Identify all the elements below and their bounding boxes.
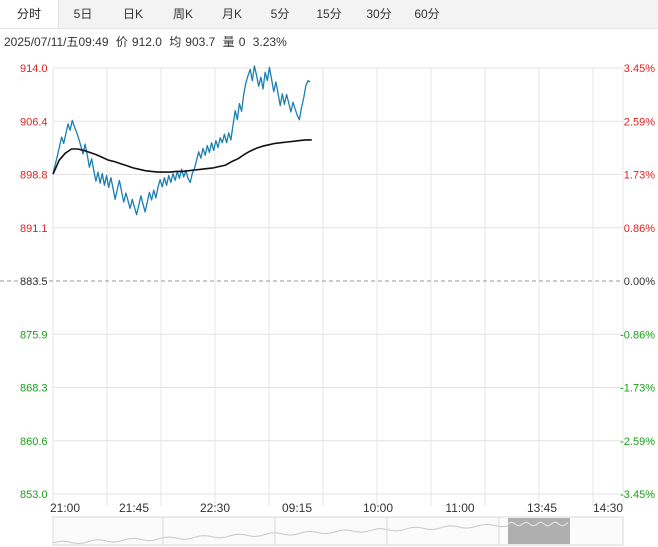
pct-value: 3.23%: [252, 35, 287, 49]
avg-label: 均: [169, 35, 182, 49]
x-tick-label: 22:30: [200, 501, 230, 515]
navigator-window-line: [507, 521, 569, 527]
x-tick-label: 10:00: [363, 501, 393, 515]
tab-4[interactable]: 月K: [221, 7, 242, 21]
tab-3[interactable]: 周K: [172, 7, 193, 21]
price-tick-label: 860.6: [20, 436, 48, 448]
vol-value: 0: [238, 35, 246, 49]
avg-price-line: [52, 139, 312, 175]
tab-1[interactable]: 5日: [73, 7, 93, 21]
pct-tick-label: 3.45%: [624, 63, 655, 75]
tab-8[interactable]: 60分: [414, 7, 440, 21]
price-value: 912.0: [131, 35, 162, 49]
pct-tick-label: -3.45%: [620, 489, 655, 501]
tab-7[interactable]: 30分: [366, 7, 392, 21]
pct-tick-label: 2.59%: [624, 116, 655, 128]
pct-tick-label: -2.59%: [620, 436, 655, 448]
navigator-line: [52, 523, 509, 545]
x-tick-label: 13:45: [527, 501, 557, 515]
price-tick-label: 853.0: [20, 489, 48, 501]
price-tick-label: 898.8: [20, 170, 48, 182]
price-tick-label: 914.0: [20, 63, 48, 75]
pct-tick-label: 0.86%: [624, 223, 655, 235]
price-tick-label: 906.4: [20, 116, 48, 128]
tab-0[interactable]: 分时: [0, 0, 59, 28]
x-tick-label: 21:45: [119, 501, 149, 515]
price-tick-label: 868.3: [20, 383, 48, 395]
pct-tick-label: -0.86%: [620, 329, 655, 341]
price-tick-label: 883.5: [20, 276, 48, 288]
x-tick-label: 14:30: [593, 501, 623, 515]
pct-tick-label: 1.73%: [624, 170, 655, 182]
vol-label: 量: [222, 35, 235, 49]
pct-tick-label: 0.00%: [624, 276, 655, 288]
navigator-window-handle: [508, 518, 570, 544]
x-tick-label: 21:00: [50, 501, 80, 515]
price-tick-label: 875.9: [20, 329, 48, 341]
pct-tick-label: -1.73%: [620, 383, 655, 395]
x-tick-label: 11:00: [445, 501, 474, 515]
avg-value: 903.7: [185, 35, 216, 49]
timeframe-tabs: 分时 5日 日K 周K 月K 5分 15分 30分 60分: [0, 0, 658, 29]
quote-datetime: 2025/07/11/五09:49: [4, 35, 109, 49]
tab-2[interactable]: 日K: [122, 7, 143, 21]
price-tick-label: 891.1: [20, 223, 48, 235]
price-line: [52, 65, 311, 216]
x-tick-label: 09:15: [282, 501, 312, 515]
tab-5[interactable]: 5分: [270, 7, 290, 21]
price-label: 价: [115, 35, 128, 49]
tab-6[interactable]: 15分: [316, 7, 342, 21]
